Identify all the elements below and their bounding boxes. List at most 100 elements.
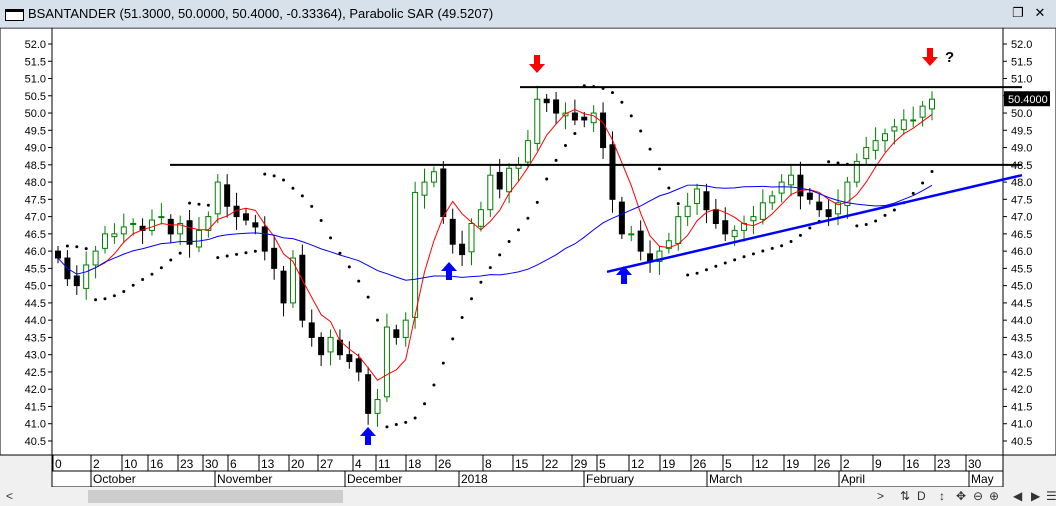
sar-dot [235,252,239,256]
sar-dot [516,228,520,232]
sar-dot [526,216,530,220]
candle-down [355,358,362,373]
candle-up [130,223,137,226]
sar-dot [94,298,98,302]
window-icon [5,9,24,21]
scroll-left-icon[interactable]: < [6,489,14,503]
sar-dot [648,147,652,151]
candle-up [684,205,691,218]
x-day-label: 30 [968,457,982,471]
sar-dot [874,219,878,223]
candle-down [167,218,174,235]
y-tick-label-right: 44.0 [1011,315,1032,327]
candle-up [919,105,926,118]
candle-up [741,223,748,231]
title-bar: BSANTANDER (51.3000, 50.0000, 50.4000, -… [0,0,1056,28]
x-day-label: 16 [150,457,164,471]
y-tick-label-left: 41.5 [25,401,46,413]
daily-button[interactable]: D [917,489,926,503]
candle-up [158,216,165,219]
x-day-label: 2 [93,457,100,471]
candle-up [430,171,437,183]
y-tick-label-left: 47.0 [25,212,46,224]
sar-dot [338,251,342,255]
candle-down [55,250,61,259]
sar-dot [620,100,624,104]
sar-dot [376,318,380,322]
next-icon[interactable]: ▶ [1031,489,1041,503]
sync-icon[interactable]: ⇅ [900,489,911,503]
y-tick-label-left: 50.5 [25,91,46,103]
candle-down [186,220,193,245]
y-tick-label-left: 50.0 [25,108,46,120]
zoom-in-icon[interactable]: ⊕ [989,489,1000,503]
candle-down [440,168,447,218]
horizontal-scrollbar[interactable]: < > ⇅ D ↕ ✥ ⊖ ⊕ ◀ ▶ ☰ [0,487,1056,506]
previous-icon[interactable]: ◀ [1013,489,1023,503]
buy-arrow-icon [441,262,457,280]
sar-dot [704,268,708,272]
buy-arrow-icon [616,266,632,284]
sar-dot [554,158,558,162]
candle-up [891,126,898,132]
candle-up [289,257,296,304]
sar-dot [629,114,633,118]
candle-up [92,250,99,266]
candle-down [712,209,719,225]
menu-icon[interactable]: ☰ [1046,489,1056,503]
y-tick-label-left: 45.0 [25,281,46,293]
sar-dot [423,402,427,406]
candle-up [120,226,127,235]
y-tick-label-right: 51.5 [1011,56,1032,68]
candle-up [863,147,870,160]
price-chart[interactable]: 52.0 52.0 51.5 51.5 51.0 51.0 50.5 50.0 50.0 49.5… [0,28,1056,487]
x-day-label: 5 [725,457,732,471]
candle-down [252,222,259,228]
candle-up [656,250,663,262]
candle-down [318,336,325,356]
sar-dot [366,295,370,299]
sar-dot [460,316,464,320]
sar-dot [714,264,718,268]
sar-dot [770,246,774,250]
zoom-out-icon[interactable]: ⊖ [973,489,984,503]
sar-dot [225,254,229,258]
close-icon[interactable]: ✕ [1034,5,1046,20]
y-tick-label-right: 52.0 [1011,39,1032,51]
candle-up [383,326,390,398]
sar-dot [488,266,492,270]
candle-up [835,202,842,215]
sar-dot [479,280,483,284]
candle-up [412,191,419,318]
scroll-thumb[interactable] [88,490,343,503]
move-icon[interactable]: ✥ [956,489,967,503]
x-month-label: 2018 [461,472,488,486]
restore-icon[interactable]: ❐ [1012,5,1024,20]
y-tick-label-left: 51.5 [25,56,46,68]
candle-down [73,275,80,287]
y-tick-label-right: 46.5 [1011,229,1032,241]
sar-dot [103,297,107,301]
y-tick-label-left: 46.0 [25,246,46,258]
resize-vertical-icon[interactable]: ↕ [939,489,945,503]
sar-dot [385,425,389,429]
trend-line [606,173,1023,274]
candle-down [825,209,832,218]
candle-up [665,240,672,249]
scroll-right-icon[interactable]: > [877,489,885,503]
sar-dot [723,261,727,265]
window-title: BSANTANDER (51.3000, 50.0000, 50.4000, -… [28,6,494,21]
x-day-label: 26 [438,457,452,471]
sar-dot [545,177,549,181]
sar-dot [639,129,643,133]
y-tick-label-left: 43.0 [25,350,46,362]
candle-down [722,220,729,235]
x-day-label: 0 [55,457,62,471]
candle-up [83,264,90,289]
sar-dot [883,213,887,217]
x-month-label: December [347,472,402,486]
y-tick-label-right: 47.5 [1011,194,1032,206]
x-day-label: 10 [124,457,138,471]
sar-dot [319,218,323,222]
x-day-label: 5 [599,457,606,471]
